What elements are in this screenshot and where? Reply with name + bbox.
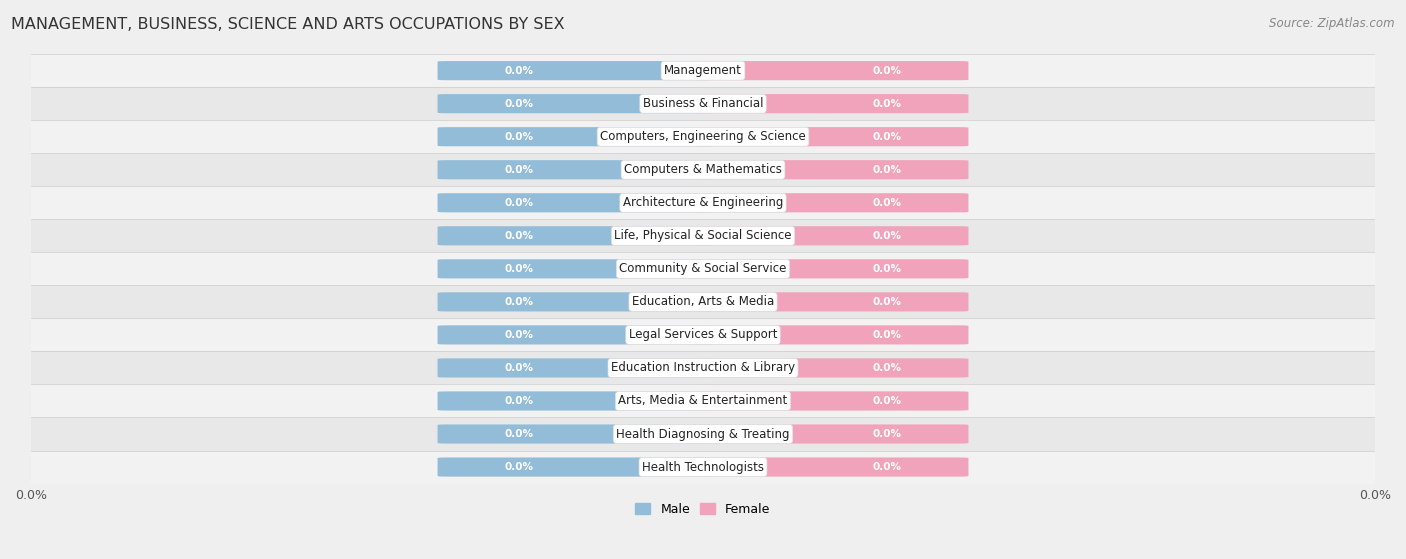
Text: 0.0%: 0.0%	[505, 165, 534, 175]
Text: 0.0%: 0.0%	[872, 363, 901, 373]
Text: 0.0%: 0.0%	[872, 297, 901, 307]
Text: Health Diagnosing & Treating: Health Diagnosing & Treating	[616, 428, 790, 440]
Text: Computers, Engineering & Science: Computers, Engineering & Science	[600, 130, 806, 143]
Text: 0.0%: 0.0%	[872, 429, 901, 439]
FancyBboxPatch shape	[437, 292, 713, 311]
Text: 0.0%: 0.0%	[872, 396, 901, 406]
Text: 0.0%: 0.0%	[505, 264, 534, 274]
Bar	[31, 319, 1375, 352]
Text: 0.0%: 0.0%	[872, 330, 901, 340]
FancyBboxPatch shape	[693, 457, 969, 477]
Text: 0.0%: 0.0%	[505, 198, 534, 208]
FancyBboxPatch shape	[693, 259, 969, 278]
FancyBboxPatch shape	[693, 193, 969, 212]
Text: Legal Services & Support: Legal Services & Support	[628, 328, 778, 342]
Text: 0.0%: 0.0%	[872, 462, 901, 472]
Text: Arts, Media & Entertainment: Arts, Media & Entertainment	[619, 395, 787, 408]
FancyBboxPatch shape	[437, 457, 713, 477]
Text: Computers & Mathematics: Computers & Mathematics	[624, 163, 782, 176]
Bar	[31, 120, 1375, 153]
Text: MANAGEMENT, BUSINESS, SCIENCE AND ARTS OCCUPATIONS BY SEX: MANAGEMENT, BUSINESS, SCIENCE AND ARTS O…	[11, 17, 565, 32]
Text: Management: Management	[664, 64, 742, 77]
Text: Education Instruction & Library: Education Instruction & Library	[612, 362, 794, 375]
Legend: Male, Female: Male, Female	[636, 503, 770, 516]
Bar	[31, 418, 1375, 451]
Text: 0.0%: 0.0%	[505, 462, 534, 472]
Text: Community & Social Service: Community & Social Service	[619, 262, 787, 276]
FancyBboxPatch shape	[693, 358, 969, 377]
Bar	[31, 352, 1375, 385]
Text: Source: ZipAtlas.com: Source: ZipAtlas.com	[1270, 17, 1395, 30]
Text: 0.0%: 0.0%	[505, 231, 534, 241]
FancyBboxPatch shape	[437, 325, 713, 344]
Text: Business & Financial: Business & Financial	[643, 97, 763, 110]
FancyBboxPatch shape	[437, 259, 713, 278]
FancyBboxPatch shape	[693, 226, 969, 245]
FancyBboxPatch shape	[693, 127, 969, 146]
FancyBboxPatch shape	[437, 226, 713, 245]
FancyBboxPatch shape	[693, 61, 969, 80]
Bar	[31, 451, 1375, 484]
Text: 0.0%: 0.0%	[872, 264, 901, 274]
Bar	[31, 153, 1375, 186]
Bar	[31, 186, 1375, 219]
Text: 0.0%: 0.0%	[872, 65, 901, 75]
FancyBboxPatch shape	[693, 94, 969, 113]
Text: 0.0%: 0.0%	[505, 65, 534, 75]
Bar	[31, 87, 1375, 120]
FancyBboxPatch shape	[437, 160, 713, 179]
FancyBboxPatch shape	[693, 424, 969, 444]
FancyBboxPatch shape	[437, 193, 713, 212]
Text: Architecture & Engineering: Architecture & Engineering	[623, 196, 783, 209]
Text: 0.0%: 0.0%	[872, 99, 901, 108]
Bar	[31, 285, 1375, 319]
Text: 0.0%: 0.0%	[872, 165, 901, 175]
Text: 0.0%: 0.0%	[505, 330, 534, 340]
FancyBboxPatch shape	[437, 391, 713, 410]
Text: 0.0%: 0.0%	[872, 198, 901, 208]
Bar	[31, 252, 1375, 285]
Text: Life, Physical & Social Science: Life, Physical & Social Science	[614, 229, 792, 242]
FancyBboxPatch shape	[437, 61, 713, 80]
FancyBboxPatch shape	[437, 127, 713, 146]
Text: 0.0%: 0.0%	[505, 429, 534, 439]
Text: 0.0%: 0.0%	[872, 231, 901, 241]
Text: 0.0%: 0.0%	[505, 396, 534, 406]
Bar	[31, 219, 1375, 252]
Text: 0.0%: 0.0%	[505, 297, 534, 307]
Text: 0.0%: 0.0%	[872, 132, 901, 142]
FancyBboxPatch shape	[693, 325, 969, 344]
FancyBboxPatch shape	[693, 160, 969, 179]
Text: Education, Arts & Media: Education, Arts & Media	[631, 295, 775, 309]
Text: 0.0%: 0.0%	[505, 363, 534, 373]
Text: Health Technologists: Health Technologists	[643, 461, 763, 473]
FancyBboxPatch shape	[437, 424, 713, 444]
Bar	[31, 385, 1375, 418]
FancyBboxPatch shape	[693, 391, 969, 410]
FancyBboxPatch shape	[437, 358, 713, 377]
Bar	[31, 54, 1375, 87]
Text: 0.0%: 0.0%	[505, 132, 534, 142]
FancyBboxPatch shape	[437, 94, 713, 113]
FancyBboxPatch shape	[693, 292, 969, 311]
Text: 0.0%: 0.0%	[505, 99, 534, 108]
